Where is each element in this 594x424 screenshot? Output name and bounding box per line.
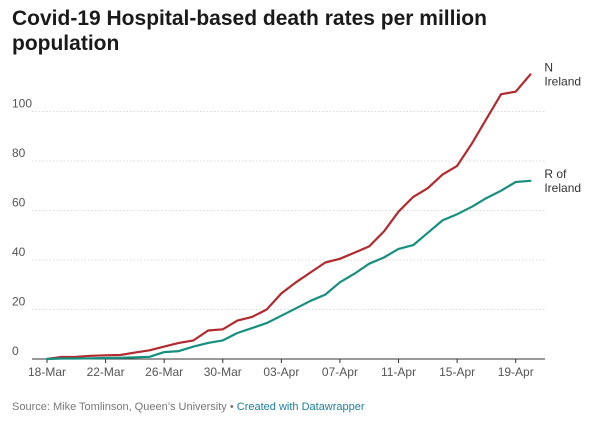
x-tick-label: 26-Mar	[145, 365, 183, 379]
chart-title: Covid-19 Hospital-based death rates per …	[12, 7, 487, 55]
y-tick-label: 100	[12, 97, 32, 111]
series-label: Ireland	[544, 181, 581, 195]
x-tick-label: 07-Apr	[322, 365, 358, 379]
x-tick-label: 19-Apr	[498, 365, 534, 379]
source-note: Source: Mike Tomlinson, Queen’s Universi…	[12, 401, 227, 413]
chart-footer: Source: Mike Tomlinson, Queen’s Universi…	[12, 401, 365, 413]
series-label: R of	[544, 167, 567, 181]
series-line-n-ireland	[45, 73, 532, 361]
datawrapper-credit-link[interactable]: Created with Datawrapper	[236, 401, 365, 413]
series-label: Ireland	[544, 74, 581, 88]
x-tick-label: 11-Apr	[381, 365, 416, 379]
y-tick-label: 40	[12, 245, 26, 259]
series-line-r-of-ireland	[45, 179, 532, 361]
x-tick-label: 03-Apr	[263, 365, 299, 379]
x-tick-label: 18-Mar	[28, 365, 66, 379]
y-tick-label: 20	[12, 295, 26, 309]
y-axis-tick-labels: 0 20 40 60 80 100	[12, 97, 32, 359]
x-tick-label: 15-Apr	[439, 365, 475, 379]
grid-lines	[32, 111, 545, 360]
series-label: N	[544, 60, 553, 74]
x-axis-tick-labels: 18-Mar 22-Mar 26-Mar 30-Mar 03-Apr 07-Apr 11-A…	[28, 359, 534, 379]
footer-separator: •	[226, 401, 237, 413]
y-tick-label: 60	[12, 196, 26, 210]
y-tick-label: 80	[12, 146, 26, 160]
x-tick-label: 22-Mar	[87, 365, 125, 379]
y-tick-label: 0	[12, 344, 19, 358]
x-tick-label: 30-Mar	[204, 365, 242, 379]
series-lines	[45, 73, 532, 361]
